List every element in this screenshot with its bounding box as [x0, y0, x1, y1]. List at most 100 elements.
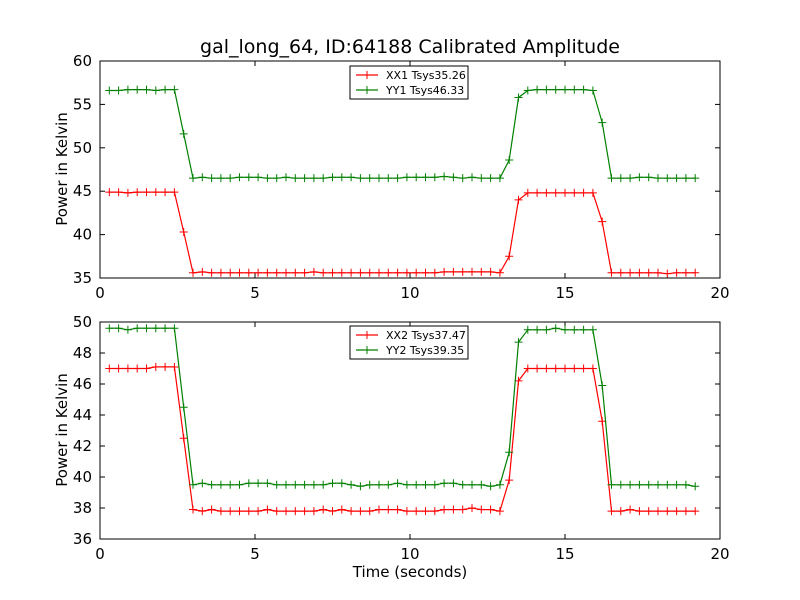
x-tick-label: 10 — [400, 284, 419, 302]
data-point — [635, 480, 644, 489]
legend-box — [349, 325, 469, 360]
data-point — [263, 479, 272, 488]
y-tick-label: 42 — [73, 437, 92, 455]
data-point — [244, 479, 253, 488]
data-point — [607, 480, 616, 489]
x-tick-label: 20 — [710, 545, 729, 563]
data-point — [607, 507, 616, 516]
data-point — [105, 364, 114, 373]
data-point — [635, 173, 644, 182]
data-point — [551, 364, 560, 373]
data-point — [105, 324, 114, 333]
y-axis-label-bottom: Power in Kelvin — [53, 373, 71, 487]
data-point — [607, 268, 616, 277]
data-point — [384, 480, 393, 489]
data-point — [644, 507, 653, 516]
data-point — [616, 507, 625, 516]
data-point — [449, 173, 458, 182]
data-point — [579, 85, 588, 94]
data-point — [244, 507, 253, 516]
data-point — [198, 173, 207, 182]
data-point — [626, 480, 635, 489]
data-point — [309, 174, 318, 183]
axes-frame — [99, 321, 721, 540]
data-point — [458, 267, 467, 276]
data-point — [189, 480, 197, 489]
legend: XX2 Tsys37.47 YY2 Tsys39.35 — [349, 325, 469, 360]
data-point — [198, 479, 207, 488]
y-tick-label: 45 — [73, 182, 92, 200]
data-point — [291, 480, 300, 489]
data-point — [384, 505, 393, 514]
data-point — [347, 173, 356, 182]
data-point — [142, 188, 151, 197]
data-point — [654, 268, 662, 277]
data-point — [272, 174, 281, 183]
data-point — [254, 268, 263, 277]
data-point — [272, 268, 281, 277]
data-point — [309, 507, 318, 516]
data-point — [412, 507, 421, 516]
data-point — [440, 267, 449, 276]
data-point — [198, 267, 207, 276]
data-point — [328, 507, 337, 516]
data-point — [216, 268, 225, 277]
y-tick-label: 35 — [73, 269, 92, 287]
data-point — [179, 403, 188, 412]
data-point — [282, 173, 290, 182]
data-point — [691, 482, 700, 491]
data-point — [282, 268, 290, 277]
data-point — [561, 188, 569, 197]
data-point — [626, 505, 635, 514]
data-point — [588, 188, 597, 197]
y-tick-label: 38 — [73, 499, 92, 517]
legend-label: XX1 Tsys35.26 — [386, 69, 466, 82]
data-point — [477, 174, 486, 183]
data-point — [477, 267, 486, 276]
data-point — [402, 480, 411, 489]
data-point — [402, 173, 411, 182]
data-point — [430, 173, 439, 182]
y-tick-label: 48 — [73, 344, 92, 362]
data-point — [105, 188, 114, 197]
data-point — [654, 507, 662, 516]
data-point — [170, 85, 179, 94]
data-point — [291, 507, 300, 516]
data-point — [170, 324, 179, 333]
data-point — [254, 507, 263, 516]
data-point — [681, 507, 690, 516]
data-point — [179, 129, 188, 138]
data-point — [533, 85, 542, 94]
data-point — [449, 505, 458, 514]
data-point — [672, 268, 681, 277]
data-point — [542, 85, 551, 94]
data-point — [561, 85, 569, 94]
data-point — [179, 434, 188, 443]
data-point — [616, 480, 625, 489]
data-point — [337, 505, 346, 514]
data-point — [235, 507, 244, 516]
data-point — [189, 268, 197, 277]
data-point — [514, 195, 523, 204]
data-point — [272, 507, 281, 516]
x-tick-label: 0 — [95, 284, 105, 302]
data-point — [579, 325, 588, 334]
data-point — [551, 188, 560, 197]
data-point — [309, 480, 318, 489]
data-point — [142, 364, 151, 373]
data-point — [533, 188, 542, 197]
x-tick-label: 10 — [400, 545, 419, 563]
data-point — [598, 417, 607, 426]
data-point — [616, 268, 625, 277]
data-point — [365, 480, 374, 489]
data-point — [356, 174, 365, 183]
data-point — [328, 173, 337, 182]
legend-box — [349, 65, 469, 100]
data-point — [644, 268, 653, 277]
data-point — [300, 174, 309, 183]
data-point — [151, 86, 160, 95]
data-point — [523, 188, 532, 197]
data-point — [114, 188, 123, 197]
data-point — [263, 505, 272, 514]
